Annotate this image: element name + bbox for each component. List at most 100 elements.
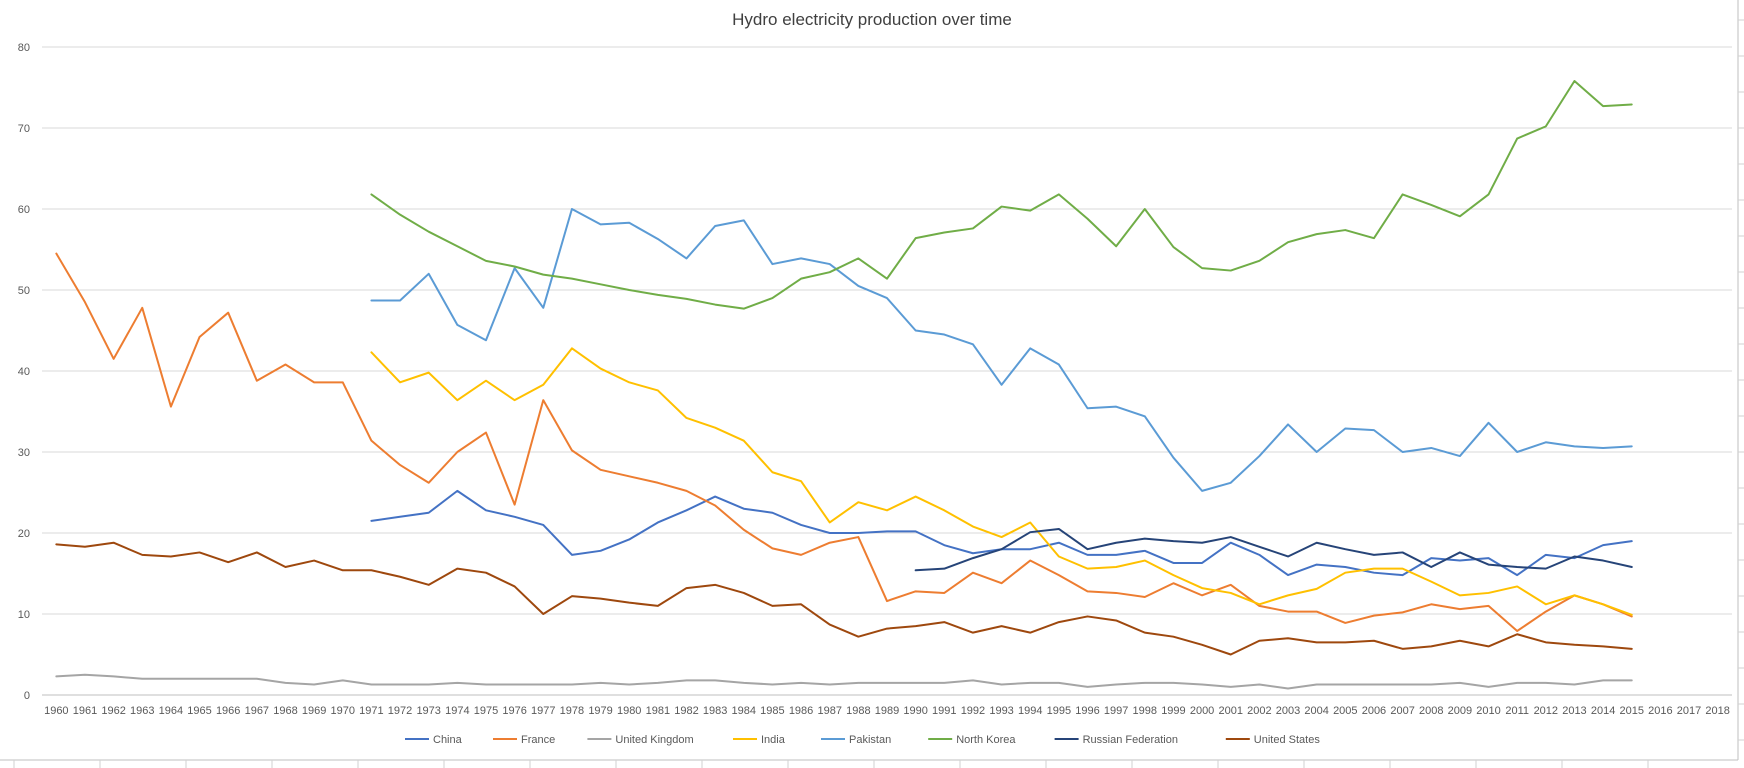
x-tick-label: 1977 bbox=[531, 705, 555, 717]
legend-label: United States bbox=[1254, 734, 1321, 746]
grid-lines bbox=[42, 46, 1732, 696]
x-tick-label: 2001 bbox=[1218, 705, 1242, 717]
y-tick-label: 70 bbox=[18, 123, 30, 135]
x-tick-label: 1996 bbox=[1075, 705, 1099, 717]
x-tick-label: 2017 bbox=[1677, 705, 1701, 717]
legend-label: India bbox=[761, 734, 786, 746]
y-tick-label: 50 bbox=[18, 285, 30, 297]
x-tick-label: 1963 bbox=[130, 705, 154, 717]
x-tick-label: 1993 bbox=[989, 705, 1013, 717]
x-tick-label: 1965 bbox=[187, 705, 211, 717]
x-tick-label: 1964 bbox=[159, 705, 183, 717]
series-line-france bbox=[55, 252, 1633, 633]
legend-label: North Korea bbox=[956, 734, 1016, 746]
legend-item: Russian Federation bbox=[1054, 734, 1178, 746]
x-tick-label: 1975 bbox=[474, 705, 498, 717]
legend-label: France bbox=[521, 734, 555, 746]
x-tick-label: 1962 bbox=[101, 705, 125, 717]
x-tick-label: 2018 bbox=[1705, 705, 1729, 717]
x-tick-label: 2007 bbox=[1390, 705, 1414, 717]
legend-item: India bbox=[733, 734, 786, 746]
y-tick-label: 60 bbox=[18, 204, 30, 216]
y-tick-label: 40 bbox=[18, 366, 30, 378]
x-tick-label: 1998 bbox=[1133, 705, 1157, 717]
x-tick-label: 1984 bbox=[732, 705, 756, 717]
legend-item: North Korea bbox=[928, 734, 1016, 746]
x-tick-label: 1978 bbox=[560, 705, 584, 717]
series-line-united-states bbox=[55, 541, 1633, 656]
x-tick-label: 2002 bbox=[1247, 705, 1271, 717]
series-line-north-korea bbox=[370, 80, 1633, 310]
legend: China France United Kingdom India Pakistan No… bbox=[405, 734, 1320, 746]
x-tick-label: 1979 bbox=[588, 705, 612, 717]
x-tick-label: 1983 bbox=[703, 705, 727, 717]
y-tick-label: 0 bbox=[24, 690, 30, 702]
x-tick-label: 2000 bbox=[1190, 705, 1214, 717]
y-axis: 0 10 20 30 40 50 60 70 80 bbox=[18, 42, 30, 702]
x-tick-label: 1994 bbox=[1018, 705, 1042, 717]
x-tick-label: 1997 bbox=[1104, 705, 1128, 717]
x-tick-label: 1995 bbox=[1047, 705, 1071, 717]
x-tick-label: 1985 bbox=[760, 705, 784, 717]
x-tick-label: 1973 bbox=[416, 705, 440, 717]
x-tick-label: 2016 bbox=[1648, 705, 1672, 717]
legend-label: Russian Federation bbox=[1083, 734, 1178, 746]
x-tick-label: 1966 bbox=[216, 705, 240, 717]
x-tick-label: 2006 bbox=[1362, 705, 1386, 717]
x-tick-label: 1990 bbox=[903, 705, 927, 717]
x-tick-label: 1967 bbox=[245, 705, 269, 717]
series-line-united-kingdom bbox=[55, 673, 1633, 690]
x-tick-label: 1980 bbox=[617, 705, 641, 717]
x-tick-label: 1969 bbox=[302, 705, 326, 717]
x-tick-label: 1981 bbox=[646, 705, 670, 717]
x-tick-label: 2012 bbox=[1534, 705, 1558, 717]
x-tick-label: 1991 bbox=[932, 705, 956, 717]
x-tick-label: 2010 bbox=[1476, 705, 1500, 717]
x-tick-label: 1968 bbox=[273, 705, 297, 717]
x-tick-label: 2011 bbox=[1505, 705, 1529, 717]
x-tick-label: 1972 bbox=[388, 705, 412, 717]
series-lines bbox=[55, 80, 1633, 690]
legend-item: United Kingdom bbox=[587, 734, 694, 746]
x-tick-label: 2014 bbox=[1591, 705, 1615, 717]
x-tick-label: 1982 bbox=[674, 705, 698, 717]
legend-item: Pakistan bbox=[821, 734, 891, 746]
legend-label: China bbox=[433, 734, 463, 746]
legend-item: China bbox=[405, 734, 463, 746]
y-tick-label: 30 bbox=[18, 447, 30, 459]
chart-title: Hydro electricity production over time bbox=[732, 10, 1012, 29]
x-tick-label: 2009 bbox=[1448, 705, 1472, 717]
y-tick-label: 80 bbox=[18, 42, 30, 54]
x-tick-label: 2008 bbox=[1419, 705, 1443, 717]
x-tick-label: 2013 bbox=[1562, 705, 1586, 717]
series-line-pakistan bbox=[370, 208, 1633, 492]
x-axis: 1960 1961 1962 1963 1964 1965 1966 1967 1968 1969… bbox=[44, 705, 1730, 717]
y-tick-label: 10 bbox=[18, 609, 30, 621]
x-tick-label: 1987 bbox=[817, 705, 841, 717]
x-tick-label: 2015 bbox=[1620, 705, 1644, 717]
x-tick-label: 1961 bbox=[73, 705, 97, 717]
x-tick-label: 1999 bbox=[1161, 705, 1185, 717]
x-tick-label: 1976 bbox=[502, 705, 526, 717]
x-tick-label: 1989 bbox=[875, 705, 899, 717]
legend-label: United Kingdom bbox=[615, 734, 693, 746]
x-tick-label: 1960 bbox=[44, 705, 68, 717]
x-tick-label: 1986 bbox=[789, 705, 813, 717]
legend-item: United States bbox=[1225, 734, 1321, 746]
series-line-india bbox=[370, 347, 1633, 616]
legend-label: Pakistan bbox=[849, 734, 891, 746]
x-tick-label: 2003 bbox=[1276, 705, 1300, 717]
x-tick-label: 2005 bbox=[1333, 705, 1357, 717]
series-line-russian-federation bbox=[914, 527, 1633, 572]
y-tick-label: 20 bbox=[18, 528, 30, 540]
x-tick-label: 1992 bbox=[961, 705, 985, 717]
x-tick-label: 1970 bbox=[331, 705, 355, 717]
x-tick-label: 2004 bbox=[1304, 705, 1328, 717]
x-tick-label: 1988 bbox=[846, 705, 870, 717]
x-tick-label: 1974 bbox=[445, 705, 469, 717]
legend-item: France bbox=[493, 734, 555, 746]
x-tick-label: 1971 bbox=[359, 705, 383, 717]
